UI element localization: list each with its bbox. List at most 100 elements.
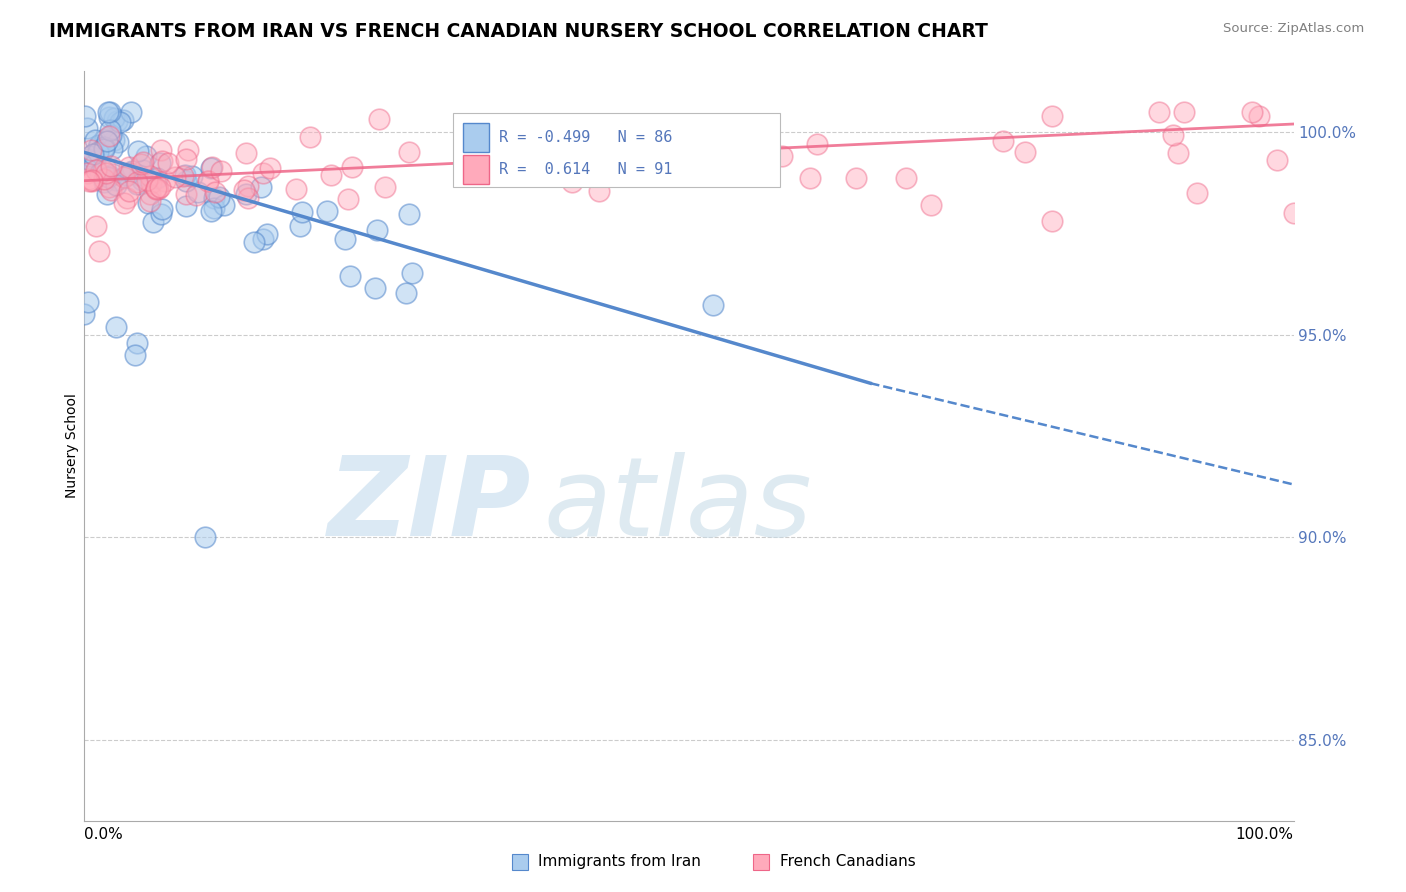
Point <box>1282 206 1305 220</box>
Point <box>395 285 418 300</box>
Point <box>150 207 173 221</box>
Point <box>112 196 135 211</box>
Point <box>139 187 162 202</box>
Point <box>920 198 942 212</box>
Point <box>519 165 541 179</box>
Point <box>77 174 100 188</box>
Point <box>115 168 138 182</box>
Point <box>98 169 121 183</box>
Point <box>249 179 271 194</box>
Point <box>76 120 98 135</box>
Point <box>298 130 321 145</box>
Point <box>146 170 169 185</box>
Point <box>242 235 264 250</box>
Point <box>806 136 828 151</box>
Point <box>141 176 163 190</box>
Point <box>77 295 100 310</box>
Point <box>112 112 135 127</box>
Point <box>845 171 868 186</box>
Point <box>100 183 122 197</box>
Point <box>1167 145 1189 160</box>
Point <box>174 199 197 213</box>
Point <box>84 163 107 178</box>
Point <box>702 298 724 312</box>
Point <box>93 132 115 146</box>
Point <box>127 144 149 158</box>
Point <box>139 194 162 208</box>
Y-axis label: Nursery School: Nursery School <box>65 393 79 499</box>
Point <box>76 154 98 169</box>
Point <box>145 180 167 194</box>
Point <box>173 168 195 182</box>
Point <box>1161 128 1184 142</box>
Point <box>461 139 484 153</box>
Point <box>235 146 257 161</box>
Point <box>598 157 620 171</box>
Point <box>180 169 202 183</box>
Point <box>550 124 572 138</box>
Point <box>236 191 259 205</box>
Point <box>128 169 150 183</box>
Point <box>77 172 100 186</box>
Point <box>87 145 110 159</box>
Text: R =  0.614   N = 91: R = 0.614 N = 91 <box>499 162 672 177</box>
Point <box>97 110 120 124</box>
Point <box>103 111 125 125</box>
FancyBboxPatch shape <box>463 123 489 152</box>
Point <box>83 153 105 168</box>
Point <box>235 186 257 201</box>
Point <box>1173 104 1195 119</box>
Point <box>401 266 423 280</box>
Point <box>98 122 121 136</box>
Point <box>339 269 361 284</box>
Point <box>76 153 98 167</box>
Point <box>209 164 232 178</box>
Point <box>107 136 129 150</box>
Text: IMMIGRANTS FROM IRAN VS FRENCH CANADIAN NURSERY SCHOOL CORRELATION CHART: IMMIGRANTS FROM IRAN VS FRENCH CANADIAN … <box>49 22 988 41</box>
Point <box>73 307 96 321</box>
Point <box>259 161 281 176</box>
Point <box>194 530 217 544</box>
Point <box>142 215 165 229</box>
Point <box>118 166 141 180</box>
Point <box>87 137 110 152</box>
Point <box>150 153 173 168</box>
Point <box>1249 109 1271 123</box>
Point <box>132 163 155 178</box>
Point <box>588 185 610 199</box>
Point <box>98 129 121 144</box>
Point <box>135 148 157 162</box>
Point <box>374 180 396 194</box>
Point <box>187 185 209 199</box>
Point <box>201 160 224 174</box>
Point <box>157 156 180 170</box>
Point <box>93 172 115 186</box>
Point <box>285 182 308 196</box>
FancyBboxPatch shape <box>453 112 780 187</box>
Point <box>202 201 225 215</box>
Point <box>738 166 761 180</box>
Point <box>321 169 343 183</box>
Point <box>96 186 118 201</box>
Point <box>799 171 821 186</box>
Point <box>104 178 127 192</box>
Point <box>1147 104 1170 119</box>
Point <box>100 159 122 173</box>
Point <box>96 134 118 148</box>
Point <box>80 173 103 187</box>
Point <box>82 147 104 161</box>
Point <box>1240 104 1263 119</box>
Point <box>184 187 207 202</box>
Point <box>232 183 254 197</box>
Point <box>100 128 122 142</box>
Point <box>200 161 222 176</box>
Text: 0.0%: 0.0% <box>84 827 124 842</box>
Point <box>770 148 793 162</box>
Point <box>89 244 111 259</box>
Text: ZIP: ZIP <box>328 452 531 559</box>
Point <box>398 207 420 221</box>
Point <box>291 204 314 219</box>
Point <box>125 175 148 189</box>
Text: R = -0.499   N = 86: R = -0.499 N = 86 <box>499 130 672 145</box>
Point <box>149 155 172 169</box>
